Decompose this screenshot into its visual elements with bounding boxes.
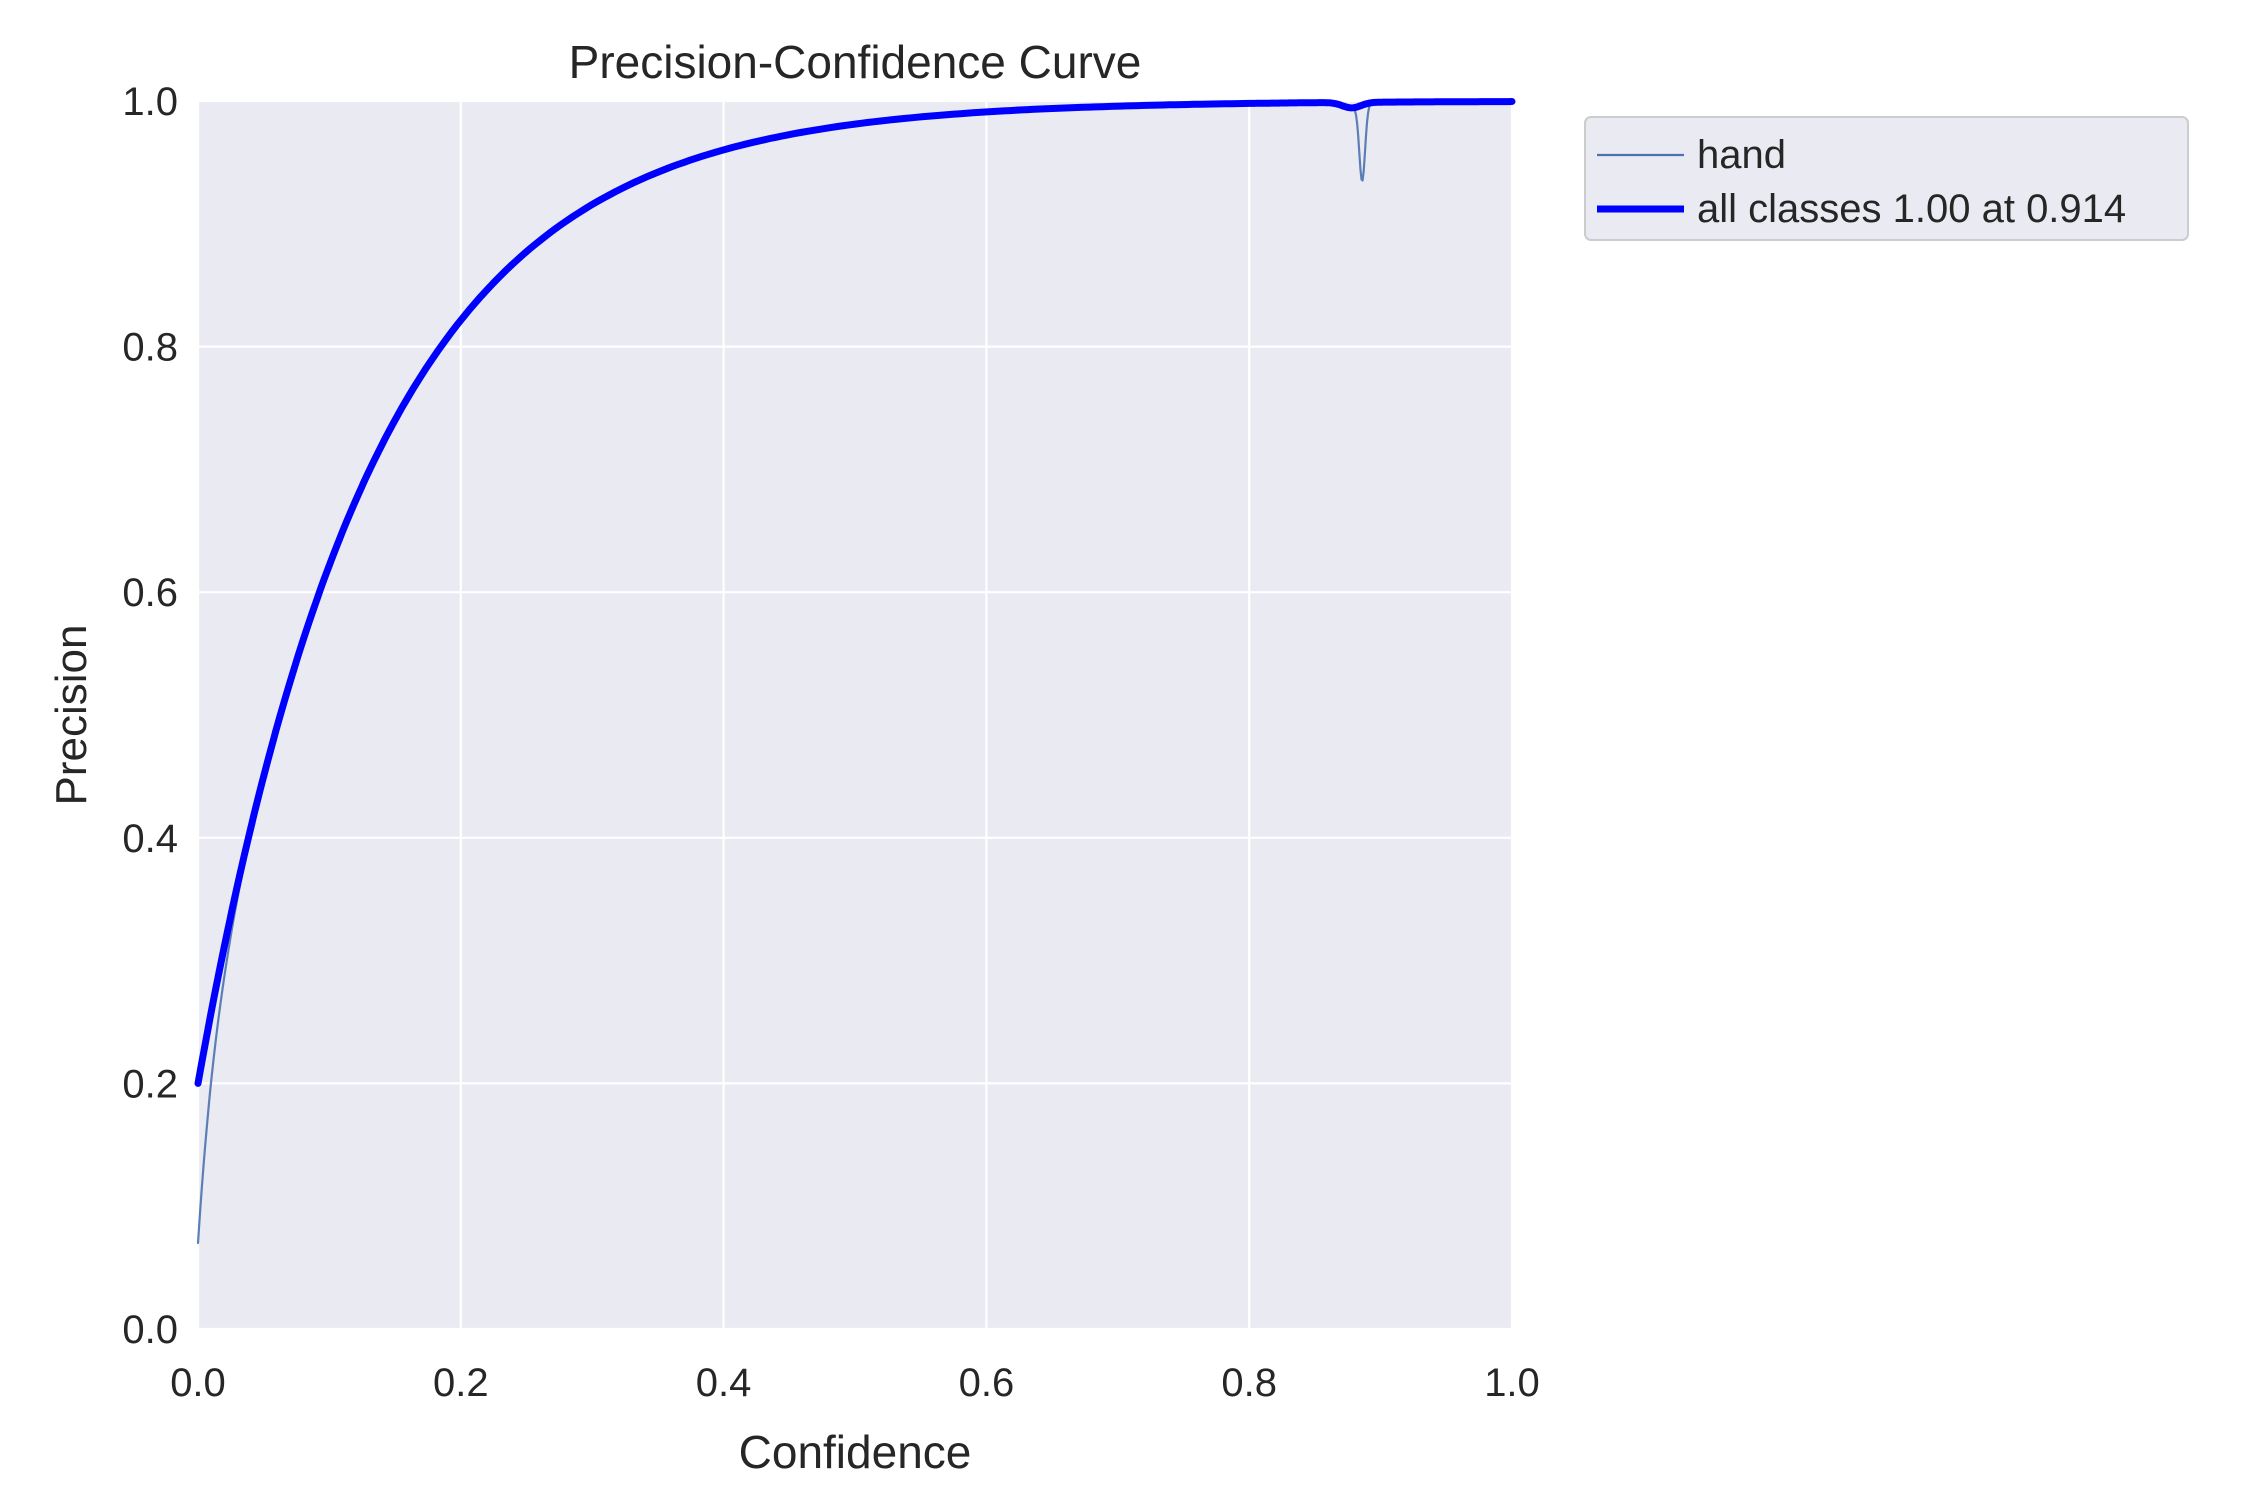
- svg-text:Confidence: Confidence: [739, 1426, 972, 1478]
- svg-text:all classes 1.00 at 0.914: all classes 1.00 at 0.914: [1697, 187, 2126, 231]
- svg-text:Precision: Precision: [47, 625, 96, 806]
- svg-text:0.0: 0.0: [170, 1361, 226, 1405]
- svg-text:0.8: 0.8: [1221, 1361, 1277, 1405]
- svg-text:0.6: 0.6: [122, 571, 178, 615]
- svg-text:0.2: 0.2: [433, 1361, 489, 1405]
- svg-text:0.0: 0.0: [122, 1308, 178, 1352]
- svg-text:0.2: 0.2: [122, 1062, 178, 1106]
- svg-text:0.8: 0.8: [122, 326, 178, 370]
- svg-text:1.0: 1.0: [1484, 1361, 1540, 1405]
- svg-text:hand: hand: [1697, 133, 1786, 177]
- svg-text:0.6: 0.6: [959, 1361, 1015, 1405]
- svg-text:Precision-Confidence Curve: Precision-Confidence Curve: [569, 36, 1142, 88]
- svg-text:0.4: 0.4: [122, 817, 178, 861]
- svg-text:1.0: 1.0: [122, 80, 178, 124]
- svg-text:0.4: 0.4: [696, 1361, 752, 1405]
